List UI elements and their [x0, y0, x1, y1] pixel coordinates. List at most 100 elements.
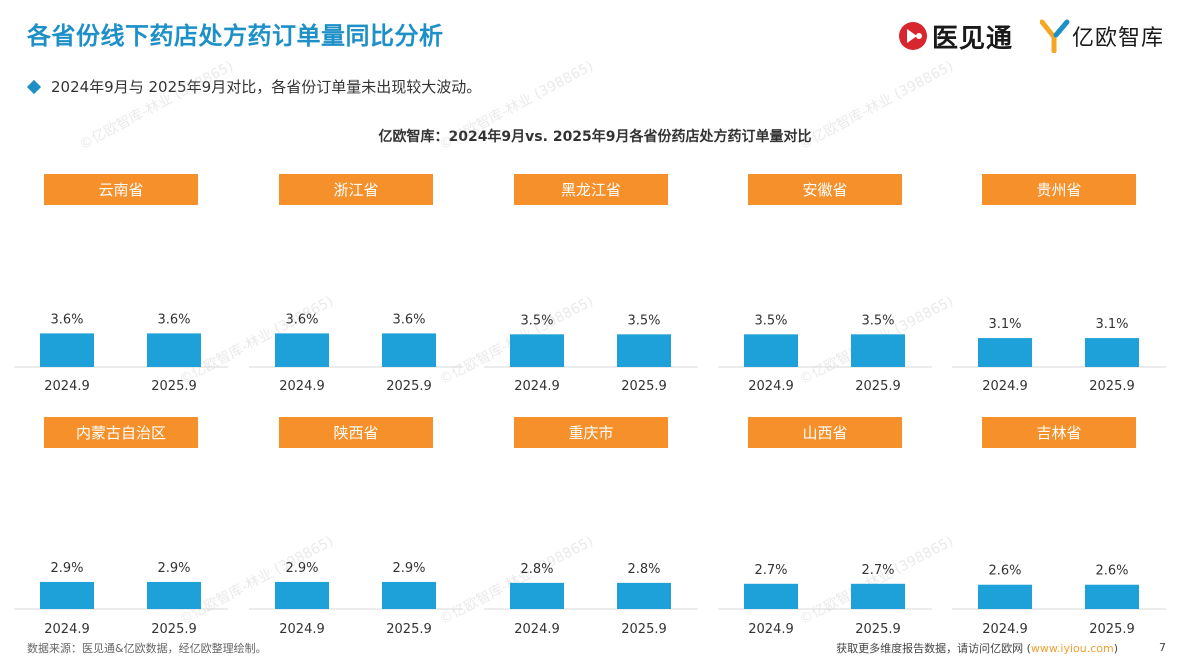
province-label-box [514, 174, 668, 205]
province-label-box [748, 174, 902, 205]
bar [382, 333, 436, 367]
bar [851, 334, 905, 367]
data-label: 3.6% [50, 312, 83, 327]
data-label: 2.9% [50, 561, 83, 576]
chart-title: 亿欧智库：2024年9月vs. 2025年9月各省份药店处方药订单量对比 [378, 129, 812, 145]
x-tick-label: 2024.9 [514, 622, 560, 637]
page-title: 各省份线下药店处方药订单量同比分析 [27, 22, 444, 50]
data-label: 2.9% [392, 561, 425, 576]
yijiantong-logo-text: 医见通 [932, 23, 1014, 54]
x-tick-label: 2025.9 [151, 379, 197, 394]
footer-more-prefix: 获取更多维度报告数据，请访问亿欧网 ( [836, 642, 1031, 655]
province-label-box [279, 417, 433, 448]
x-tick-label: 2025.9 [386, 622, 432, 637]
bar [851, 583, 905, 609]
footer-website-link[interactable]: www.iyiou.com [1030, 642, 1114, 655]
province-label: 陕西省 [333, 424, 378, 442]
x-tick-label: 2025.9 [855, 622, 901, 637]
bar [510, 334, 564, 367]
province-label-box [748, 417, 902, 448]
data-label: 2.9% [285, 561, 318, 576]
bar [617, 334, 671, 367]
province-label: 浙江省 [333, 181, 378, 199]
footer-more-info: 获取更多维度报告数据，请访问亿欧网 (www.iyiou.com) [836, 640, 1118, 656]
data-label: 2.8% [520, 562, 553, 577]
bar [382, 581, 436, 609]
x-tick-label: 2025.9 [1089, 379, 1135, 394]
x-tick-label: 2024.9 [982, 622, 1028, 637]
province-label: 吉林省 [1036, 424, 1081, 442]
x-tick-label: 2024.9 [279, 622, 325, 637]
data-label: 2.7% [754, 563, 787, 578]
footer-more-suffix: ) [1113, 642, 1118, 655]
data-label: 3.6% [285, 312, 318, 327]
x-tick-label: 2024.9 [748, 622, 794, 637]
province-label: 贵州省 [1036, 181, 1081, 199]
x-tick-label: 2024.9 [44, 622, 90, 637]
x-tick-label: 2024.9 [748, 379, 794, 394]
data-label: 3.5% [754, 313, 787, 328]
bar [744, 583, 798, 609]
province-label-box [44, 417, 198, 448]
yiou-logo-icon [1040, 19, 1070, 53]
x-tick-label: 2024.9 [514, 379, 560, 394]
data-label: 2.6% [1095, 564, 1128, 579]
summary-text: 2024年9月与 2025年9月对比，各省份订单量未出现较大波动。 [51, 78, 482, 96]
province-chart: 贵州省 3.1% 2024.9 3.1% 2025.9 [952, 174, 1166, 394]
x-tick-label: 2024.9 [982, 379, 1028, 394]
data-label: 3.6% [157, 312, 190, 327]
x-tick-label: 2025.9 [621, 379, 667, 394]
bar [1085, 338, 1139, 367]
page-number: 7 [1159, 641, 1166, 654]
bar [40, 333, 94, 367]
bar [617, 582, 671, 609]
data-label: 2.6% [988, 564, 1021, 579]
bar [978, 338, 1032, 367]
bar [744, 334, 798, 367]
summary-line: 2024年9月与 2025年9月对比，各省份订单量未出现较大波动。 [26, 76, 482, 97]
province-chart: 吉林省 2.6% 2024.9 2.6% 2025.9 [952, 417, 1166, 637]
data-label: 2.7% [861, 563, 894, 578]
province-chart: 陕西省 2.9% 2024.9 2.9% 2025.9 [249, 417, 463, 637]
x-tick-label: 2025.9 [621, 622, 667, 637]
data-label: 3.5% [861, 313, 894, 328]
bar [1085, 584, 1139, 609]
bar [275, 333, 329, 367]
x-tick-label: 2025.9 [386, 379, 432, 394]
province-chart: 内蒙古自治区 2.9% 2024.9 2.9% 2025.9 [14, 417, 228, 637]
x-tick-label: 2024.9 [44, 379, 90, 394]
data-label: 2.9% [157, 561, 190, 576]
data-label: 3.1% [988, 317, 1021, 332]
province-chart: 云南省 3.6% 2024.9 3.6% 2025.9 [14, 174, 228, 394]
yiou-logo-text: 亿欧智库 [1072, 26, 1165, 51]
data-label: 2.8% [627, 562, 660, 577]
province-chart: 重庆市 2.8% 2024.9 2.8% 2025.9 [484, 417, 698, 637]
province-label: 云南省 [98, 181, 143, 199]
x-tick-label: 2025.9 [1089, 622, 1135, 637]
yiou-logo: 亿欧智库 [1040, 18, 1164, 54]
bar [978, 584, 1032, 609]
province-label: 山西省 [802, 424, 847, 442]
province-label: 黑龙江省 [561, 181, 621, 199]
bar [147, 333, 201, 367]
province-label: 重庆市 [568, 424, 613, 442]
province-label-box [279, 174, 433, 205]
province-label-box [982, 417, 1136, 448]
province-label-box [514, 417, 668, 448]
bar [147, 581, 201, 609]
x-tick-label: 2025.9 [151, 622, 197, 637]
province-label: 安徽省 [802, 181, 847, 199]
x-tick-label: 2024.9 [279, 379, 325, 394]
x-tick-label: 2025.9 [855, 379, 901, 394]
bar [275, 581, 329, 609]
footer-source: 数据来源：医见通&亿欧数据，经亿欧整理绘制。 [27, 642, 267, 655]
province-label-box [44, 174, 198, 205]
data-label: 3.1% [1095, 317, 1128, 332]
province-label-box [982, 174, 1136, 205]
province-chart: 浙江省 3.6% 2024.9 3.6% 2025.9 [249, 174, 463, 394]
yijiantong-logo: 医见通 [898, 18, 1013, 54]
province-label: 内蒙古自治区 [76, 424, 166, 442]
bar [40, 581, 94, 609]
province-chart: 安徽省 3.5% 2024.9 3.5% 2025.9 [718, 174, 932, 394]
